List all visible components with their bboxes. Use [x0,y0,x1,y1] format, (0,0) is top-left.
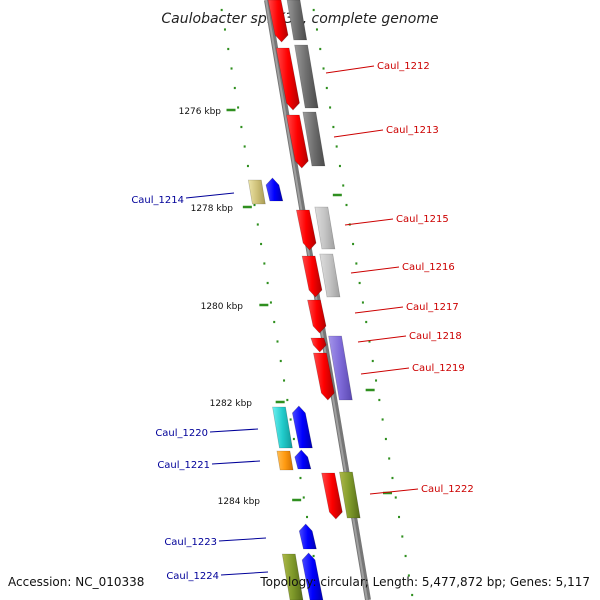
feature-bar-1218 [328,335,353,401]
gene-arrow-caul-1212 [275,47,300,111]
gene-features [247,0,361,600]
feature-bar-1221 [276,450,294,471]
gene-arrow-caul-1213 [285,114,309,169]
feature-bar-1224 [281,553,304,600]
gene-arrow-caul-1211 [267,0,289,43]
tick-label-1284: 1284 kbp [218,497,261,507]
topology-text: Topology: circular; Length: 5,477,872 bp… [260,575,590,589]
gene-arrow-caul-1215 [295,209,317,251]
gene-arrow-caul-1218 [310,337,327,353]
feature-bar-1220 [272,406,293,449]
feature-bar-1213 [302,111,326,167]
gene-label-caul-1219[interactable]: Caul_1219 [412,363,465,374]
gene-label-caul-1216[interactable]: Caul_1216 [402,262,455,273]
feature-bar-1216 [319,253,341,298]
gene-arrow-caul-1216 [301,255,323,298]
tick-label-1278: 1278 kbp [191,204,234,214]
accession-text: Accession: NC_010338 [8,575,145,589]
kbp-axis-labels: 1276 kbp 1278 kbp 1280 kbp 1282 kbp 1284… [179,107,261,507]
gene-label-caul-1217[interactable]: Caul_1217 [406,302,459,313]
feature-bar-1211 [286,0,308,41]
gene-label-caul-1213[interactable]: Caul_1213 [386,125,439,136]
gene-arrow-caul-1217 [307,299,327,334]
gene-label-caul-1224[interactable]: Caul_1224 [166,571,219,582]
gene-label-caul-1221[interactable]: Caul_1221 [157,460,210,471]
gene-label-caul-1212[interactable]: Caul_1212 [377,61,430,72]
gene-arrow-caul-1219 [313,352,335,401]
tick-marks [220,8,414,597]
gene-label-caul-1223[interactable]: Caul_1223 [164,537,217,548]
gene-label-caul-1214[interactable]: Caul_1214 [131,195,184,206]
gene-arrow-caul-1214 [265,177,284,202]
reverse-gene-labels: Caul_1214 Caul_1220 Caul_1221 Caul_1223 … [131,192,269,582]
gene-arrow-caul-1224 [301,552,324,600]
gene-arrow-caul-1222 [321,472,343,520]
gene-arrow-caul-1223 [298,523,317,550]
gene-arrow-caul-1221 [294,449,312,470]
gene-arrow-caul-1220 [292,405,313,449]
feature-bar-1214 [247,179,266,205]
feature-bar-1212 [294,44,319,109]
feature-bar-1222 [339,471,361,519]
gene-label-caul-1220[interactable]: Caul_1220 [155,428,208,439]
feature-bar-1215 [314,206,336,250]
gene-label-caul-1222[interactable]: Caul_1222 [421,484,474,495]
tick-label-1282: 1282 kbp [210,399,253,409]
tick-label-1276: 1276 kbp [179,107,222,117]
forward-gene-labels: Caul_1212 Caul_1213 Caul_1215 Caul_1216 … [325,61,474,495]
tick-label-1280: 1280 kbp [201,302,244,312]
gene-label-caul-1215[interactable]: Caul_1215 [396,214,449,225]
gene-label-caul-1218[interactable]: Caul_1218 [409,331,462,342]
